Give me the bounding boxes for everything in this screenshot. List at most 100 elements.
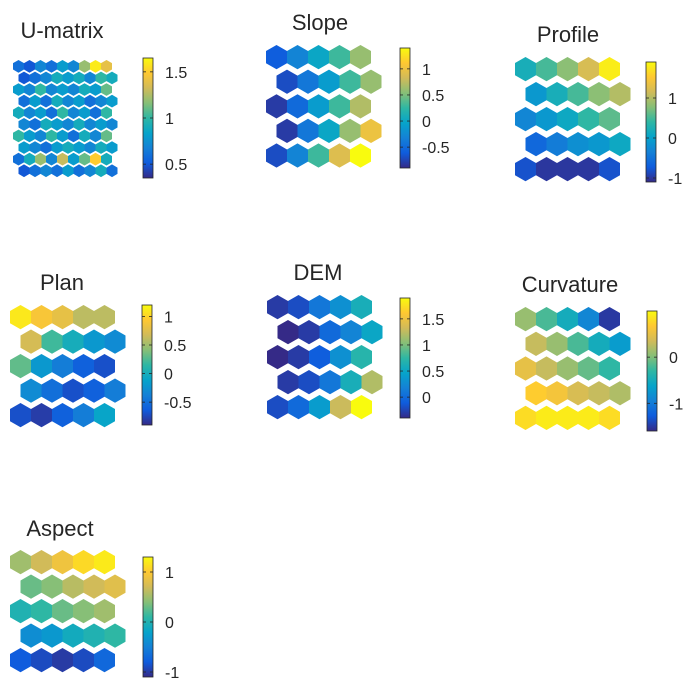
hex-cell — [536, 307, 557, 332]
hex-cell — [287, 143, 308, 168]
hex-cell — [557, 57, 578, 82]
hex-cell — [515, 157, 536, 182]
hex-cell — [288, 295, 309, 320]
hex-cell — [57, 60, 68, 73]
hex-cell — [84, 141, 96, 154]
hex-cell — [298, 370, 320, 395]
panel-title-dem: DEM — [294, 260, 343, 285]
hex-cell — [84, 94, 96, 108]
hex-cell — [29, 164, 41, 178]
hex-cell — [360, 118, 382, 144]
hex-cell — [90, 60, 101, 73]
hex-cell — [309, 395, 330, 420]
hex-cell — [567, 82, 589, 107]
hex-cell — [277, 370, 299, 395]
colorbar-dem — [399, 297, 411, 419]
hex-grid-plan — [10, 305, 126, 428]
colorbar-tick-label: 1.5 — [422, 312, 444, 329]
hex-cell — [340, 320, 362, 345]
hex-cell — [68, 152, 79, 166]
hex-cell — [41, 378, 63, 403]
colorbar-tick-label: 0 — [669, 350, 678, 367]
hex-cell — [288, 395, 309, 420]
hex-cell — [46, 60, 57, 73]
hex-cell — [351, 395, 372, 420]
hex-cell — [95, 94, 107, 108]
hex-cell — [62, 164, 74, 178]
hex-cell — [18, 141, 30, 154]
hex-cell — [599, 405, 620, 431]
hex-cell — [13, 152, 24, 166]
hex-cell — [20, 574, 42, 599]
colorbar-tick-label: 1 — [165, 565, 174, 582]
hex-cell — [18, 118, 30, 131]
hex-cell — [567, 381, 589, 406]
hex-cell — [31, 550, 52, 575]
hex-cell — [84, 71, 96, 85]
hex-cell — [95, 118, 107, 131]
hex-cell — [557, 157, 578, 182]
hex-cell — [57, 129, 68, 143]
hex-cell — [73, 118, 85, 131]
panel-title-u-matrix: U-matrix — [20, 18, 103, 43]
panel-title-aspect: Aspect — [26, 516, 93, 541]
hex-cell — [330, 395, 351, 420]
hex-cell — [52, 305, 73, 330]
hex-cell — [62, 71, 74, 85]
hex-cell — [95, 164, 107, 178]
hex-cell — [330, 345, 351, 370]
panel-title-curvature: Curvature — [522, 272, 619, 297]
hex-cell — [10, 403, 31, 428]
hex-cell — [51, 94, 63, 108]
hex-cell — [525, 381, 547, 406]
hex-cell — [29, 94, 41, 108]
hex-cell — [266, 143, 287, 168]
hex-cell — [609, 331, 631, 356]
colorbar-tick-label: 1 — [164, 309, 173, 326]
colorbar-tick-label: -1 — [165, 665, 179, 682]
colorbar-tick-label: 0.5 — [164, 338, 186, 355]
colorbar-tick-label: 1 — [165, 111, 174, 128]
hex-cell — [57, 83, 68, 96]
hex-cell — [35, 83, 46, 96]
hex-cell — [339, 69, 361, 94]
hex-cell — [73, 354, 94, 379]
hex-cell — [10, 305, 31, 330]
hex-cell — [31, 599, 52, 624]
hex-cell — [329, 94, 350, 119]
hex-cell — [13, 60, 24, 73]
hex-cell — [104, 378, 126, 403]
hex-cell — [578, 107, 599, 132]
hex-cell — [73, 164, 85, 178]
hex-cell — [546, 331, 568, 356]
hex-cell — [588, 381, 610, 406]
panel-curvature: Curvature -1 0 — [515, 272, 683, 432]
hex-cell — [73, 599, 94, 624]
hex-cell — [101, 106, 112, 120]
hex-cell — [609, 132, 631, 157]
hex-cell — [51, 141, 63, 154]
hex-cell — [73, 550, 94, 575]
hex-cell — [101, 152, 112, 166]
hex-cell — [95, 141, 107, 154]
hex-cell — [361, 370, 383, 395]
hex-cell — [83, 329, 105, 354]
hex-cell — [79, 83, 90, 96]
hex-cell — [51, 118, 63, 131]
panel-title-profile: Profile — [537, 22, 599, 47]
hex-cell — [41, 623, 63, 648]
hex-cell — [536, 356, 557, 381]
hex-cell — [276, 118, 298, 144]
hex-cell — [578, 157, 599, 182]
hex-cell — [266, 45, 287, 70]
hex-cell — [318, 69, 340, 94]
hex-cell — [24, 152, 35, 166]
hex-cell — [24, 83, 35, 96]
hex-cell — [578, 356, 599, 381]
hex-cell — [52, 550, 73, 575]
hex-cell — [46, 152, 57, 166]
hex-cell — [525, 331, 547, 356]
hex-cell — [68, 106, 79, 120]
hex-cell — [309, 295, 330, 320]
